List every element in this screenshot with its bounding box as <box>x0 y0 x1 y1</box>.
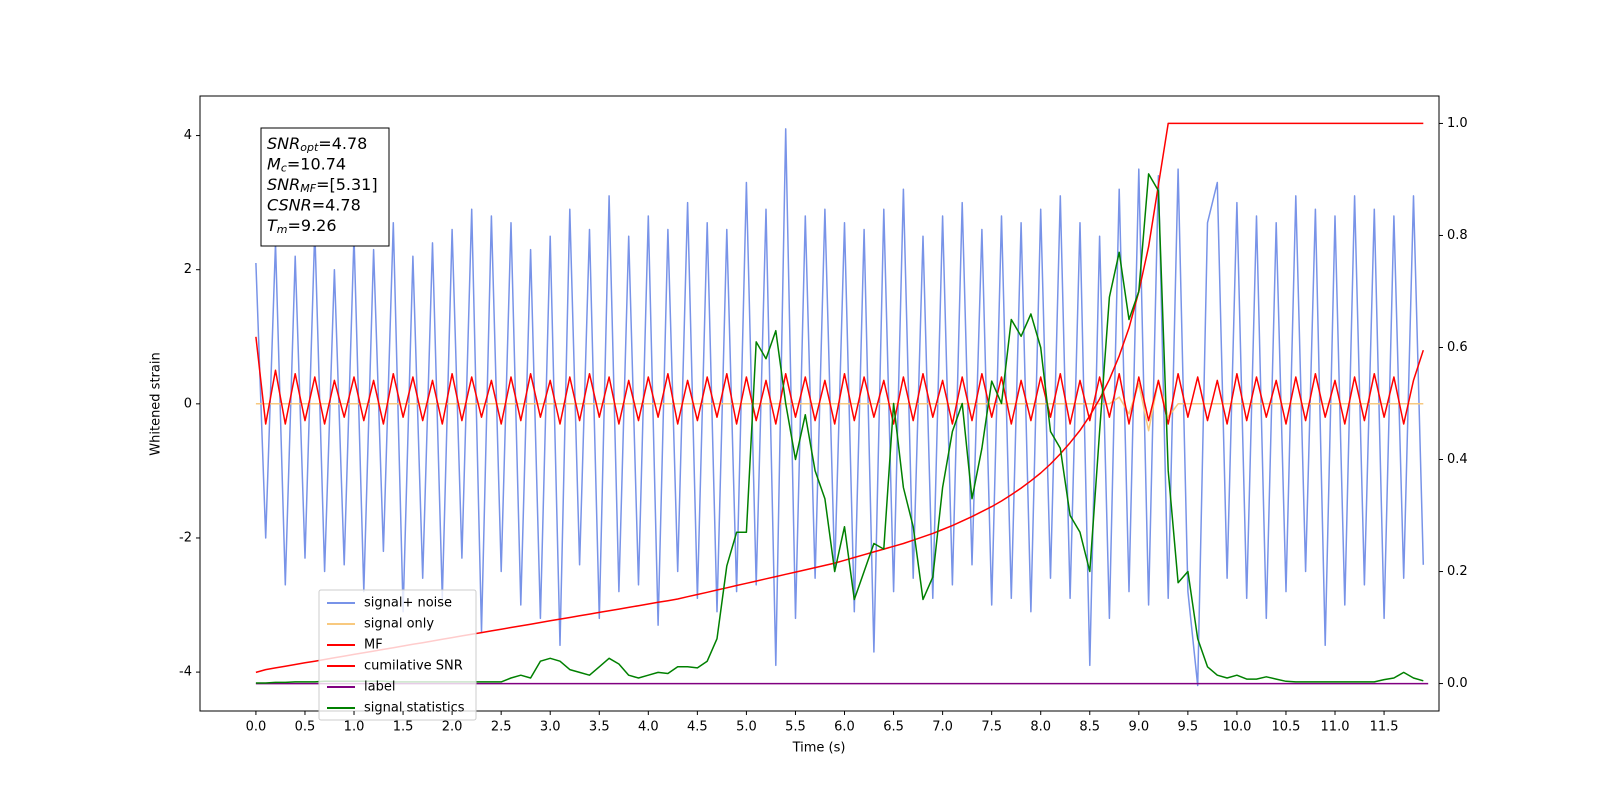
y-tick-label: -2 <box>179 530 192 545</box>
info-value: =10.74 <box>287 154 346 173</box>
y2-tick-label: 0.8 <box>1447 228 1468 243</box>
x-tick-label: 5.5 <box>785 720 806 735</box>
x-tick-label: 10.5 <box>1271 720 1300 735</box>
y2-tick-label: 0.0 <box>1447 676 1468 691</box>
x-tick-label: 4.0 <box>638 720 659 735</box>
x-tick-label: 2.5 <box>491 720 512 735</box>
x-tick-label: 3.5 <box>589 720 610 735</box>
legend-label: signal+ noise <box>364 596 452 611</box>
legend-label: signal only <box>364 617 434 632</box>
y-tick-label: 4 <box>184 128 192 143</box>
info-subscript: MF <box>300 182 316 195</box>
x-axis-label: Time (s) <box>792 741 846 756</box>
info-name: CSNR <box>267 195 312 214</box>
x-tick-label: 2.0 <box>442 720 463 735</box>
legend-label: signal statistics <box>364 701 465 716</box>
info-subscript: m <box>277 223 288 236</box>
info-value: =[5.31] <box>316 175 378 194</box>
x-tick-label: 7.0 <box>932 720 953 735</box>
legend-label: label <box>364 680 395 695</box>
x-tick-label: 8.5 <box>1079 720 1100 735</box>
y-tick-label: 0 <box>184 396 192 411</box>
y2-tick-label: 1.0 <box>1447 116 1468 131</box>
info-line: Mc=10.74 <box>267 154 346 175</box>
x-tick-label: 0.0 <box>246 720 267 735</box>
x-tick-label: 6.0 <box>834 720 855 735</box>
info-value: =4.78 <box>312 195 361 214</box>
x-tick-label: 5.0 <box>736 720 757 735</box>
y2-tick-label: 0.6 <box>1447 340 1468 355</box>
series-line <box>255 379 1424 432</box>
info-frame <box>260 127 390 247</box>
legend-frame <box>318 589 477 721</box>
info-box: SNRopt=4.78Mc=10.74SNRMF=[5.31]CSNR=4.78… <box>260 127 390 247</box>
info-line: SNRMF=[5.31] <box>267 175 378 196</box>
info-name: SNR <box>267 134 300 153</box>
legend-label: cumilative SNR <box>364 659 463 674</box>
x-tick-label: 10.0 <box>1222 720 1251 735</box>
x-tick-label: 1.0 <box>344 720 365 735</box>
y2-tick-label: 0.2 <box>1447 564 1468 579</box>
info-line: Tm=9.26 <box>267 216 337 237</box>
x-tick-label: 6.5 <box>883 720 904 735</box>
info-name: T <box>267 216 278 235</box>
info-line: SNRopt=4.78 <box>267 134 367 155</box>
x-tick-label: 8.0 <box>1030 720 1051 735</box>
info-value: =4.78 <box>318 134 367 153</box>
info-subscript: opt <box>300 141 319 154</box>
legend: signal+ noise signal only MF cumilative SNR… <box>318 589 477 721</box>
x-tick-label: 9.0 <box>1128 720 1149 735</box>
x-tick-label: 4.5 <box>687 720 708 735</box>
info-subscript: c <box>281 162 287 175</box>
legend-label: MF <box>364 638 383 653</box>
info-line: CSNR=4.78 <box>267 195 361 214</box>
x-tick-label: 3.0 <box>540 720 561 735</box>
x-tick-label: 0.5 <box>295 720 316 735</box>
y2-tick-label: 0.4 <box>1447 452 1468 467</box>
y-axis-label: Whitened strain <box>149 352 164 455</box>
x-tick-label: 11.5 <box>1370 720 1399 735</box>
y-tick-label: 2 <box>184 262 192 277</box>
x-tick-label: 1.5 <box>393 720 414 735</box>
x-tick-label: 9.5 <box>1178 720 1199 735</box>
x-tick-label: 7.5 <box>981 720 1002 735</box>
series-line <box>255 336 1425 425</box>
info-value: =9.26 <box>288 216 337 235</box>
y-tick-label: -4 <box>179 665 192 680</box>
x-tick-label: 11.0 <box>1321 720 1350 735</box>
info-name: SNR <box>267 175 300 194</box>
info-name: M <box>267 154 281 173</box>
